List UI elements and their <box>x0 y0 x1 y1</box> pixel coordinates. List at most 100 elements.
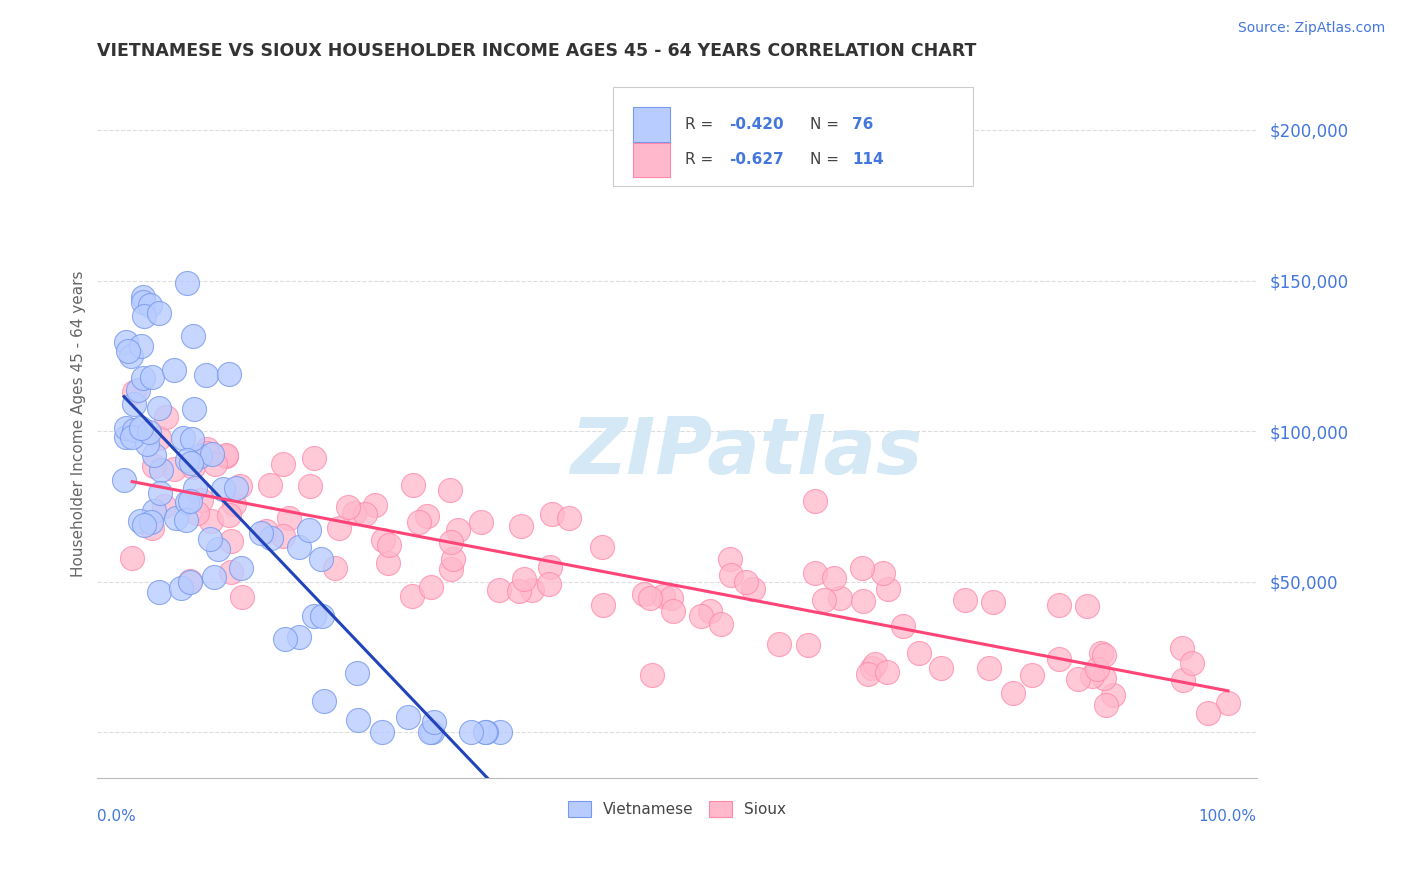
Point <box>190 492 212 507</box>
Legend: Vietnamese, Sioux: Vietnamese, Sioux <box>562 795 792 823</box>
Point <box>200 514 222 528</box>
Text: N =: N = <box>810 153 844 168</box>
Point <box>768 637 790 651</box>
Point <box>215 449 238 463</box>
Point <box>337 500 360 514</box>
Point <box>512 572 534 586</box>
Point <box>131 290 153 304</box>
Point <box>981 595 1004 609</box>
Point <box>592 599 614 613</box>
Point <box>231 561 253 575</box>
Point <box>201 447 224 461</box>
Point <box>641 668 664 682</box>
Point <box>134 310 156 324</box>
Point <box>143 448 166 462</box>
Point <box>408 515 430 529</box>
Point <box>742 582 765 596</box>
Text: Source: ZipAtlas.com: Source: ZipAtlas.com <box>1237 21 1385 35</box>
Point <box>121 551 143 566</box>
Point <box>804 566 827 580</box>
Point <box>371 725 394 739</box>
Point <box>439 483 461 497</box>
Point <box>195 442 218 456</box>
Point <box>541 508 564 522</box>
Point <box>138 425 160 439</box>
Point <box>441 552 464 566</box>
Point <box>172 431 194 445</box>
Point <box>195 446 218 460</box>
Point <box>112 473 135 487</box>
Point <box>229 479 252 493</box>
Text: R =: R = <box>685 153 718 168</box>
Point <box>115 421 138 435</box>
Point <box>633 586 655 600</box>
Point <box>132 517 155 532</box>
Point <box>447 523 470 537</box>
Point <box>876 665 898 679</box>
Point <box>138 297 160 311</box>
Point <box>224 497 246 511</box>
Point <box>169 582 191 596</box>
Point <box>115 430 138 444</box>
Point <box>124 384 146 399</box>
Point <box>298 479 321 493</box>
Point <box>148 584 170 599</box>
Point <box>121 430 143 444</box>
Point <box>288 541 311 555</box>
Point <box>420 725 443 739</box>
Point <box>823 571 845 585</box>
Point <box>314 693 336 707</box>
Point <box>720 568 742 582</box>
Point <box>470 516 492 530</box>
Point <box>148 431 170 445</box>
Point <box>190 449 212 463</box>
Point <box>124 423 146 437</box>
Point <box>131 295 153 310</box>
Point <box>179 574 201 588</box>
Point <box>1216 696 1239 710</box>
Point <box>195 368 218 383</box>
Point <box>872 566 894 581</box>
Point <box>176 453 198 467</box>
Point <box>419 580 441 594</box>
Point <box>1197 706 1219 720</box>
Point <box>1076 599 1098 614</box>
Point <box>419 725 441 739</box>
Point <box>718 552 741 566</box>
Point <box>207 541 229 556</box>
Text: 100.0%: 100.0% <box>1198 809 1257 824</box>
Point <box>378 538 401 552</box>
Point <box>377 556 399 570</box>
Point <box>354 507 377 521</box>
Point <box>537 577 560 591</box>
Point <box>297 523 319 537</box>
Point <box>135 437 157 451</box>
Point <box>231 591 253 605</box>
Point <box>416 508 439 523</box>
Point <box>141 515 163 529</box>
Point <box>218 368 240 382</box>
Point <box>474 725 496 739</box>
Point <box>929 661 952 675</box>
Point <box>908 646 931 660</box>
Point <box>1173 673 1195 687</box>
Point <box>141 521 163 535</box>
Point <box>401 590 423 604</box>
Text: -0.627: -0.627 <box>730 153 783 168</box>
Point <box>148 401 170 415</box>
Point <box>311 609 333 624</box>
Point <box>184 481 207 495</box>
Point <box>860 660 883 674</box>
Point <box>129 339 152 353</box>
Point <box>219 566 242 580</box>
Text: 114: 114 <box>852 153 883 168</box>
Point <box>538 559 561 574</box>
Point <box>176 495 198 509</box>
Point <box>186 506 208 520</box>
Point <box>346 665 368 680</box>
Point <box>1021 668 1043 682</box>
Point <box>343 506 366 520</box>
Point <box>977 661 1000 675</box>
Point <box>520 583 543 598</box>
Point <box>219 533 242 548</box>
